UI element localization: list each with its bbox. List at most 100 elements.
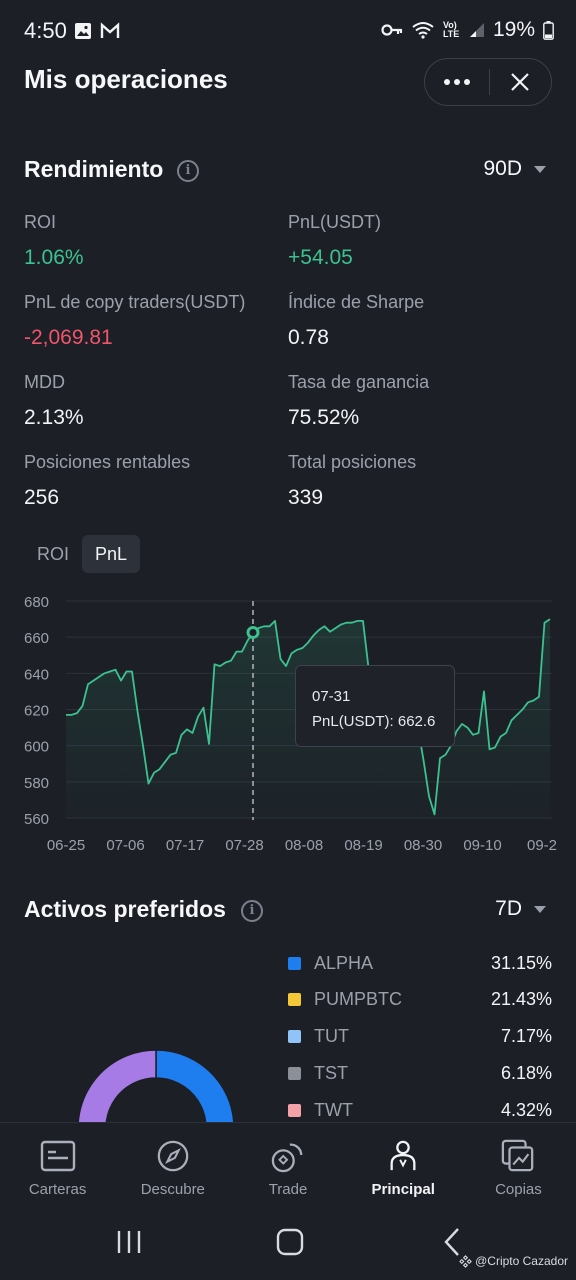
gallery-icon: [75, 23, 91, 39]
watermark-text: @Cripto Cazador: [475, 1254, 568, 1268]
legend-item: ALPHA 31.15%: [288, 948, 552, 978]
legend-percent: 7.17%: [500, 1026, 552, 1047]
legend-percent: 6.18%: [500, 1062, 552, 1083]
y-tick-label: 620: [24, 703, 49, 720]
watermark: @Cripto Cazador: [459, 1254, 568, 1268]
copy-chart-icon: [502, 1139, 534, 1172]
tab-roi[interactable]: ROI: [37, 544, 70, 564]
legend-name: ALPHA: [314, 952, 374, 973]
chevron-down-icon: [534, 165, 546, 173]
period-value: 90D: [483, 157, 522, 180]
x-tick-label: 09-10: [463, 837, 501, 854]
back-icon[interactable]: [443, 1227, 461, 1257]
assets-info-icon[interactable]: i: [241, 900, 263, 922]
wallet-icon: [40, 1140, 75, 1172]
chevron-down-icon: [534, 905, 546, 913]
legend-swatch: [288, 1103, 301, 1117]
nav-trade[interactable]: Trade: [230, 1123, 345, 1216]
more-dots-icon: [443, 79, 470, 85]
signal-icon: [469, 23, 484, 37]
stat-value: 0.78: [288, 326, 329, 349]
nav-label: Descubre: [140, 1181, 205, 1198]
wifi-icon: [412, 22, 434, 39]
person-icon: [390, 1140, 416, 1171]
system-nav-bar: [0, 1216, 576, 1280]
assets-period-select[interactable]: 7D: [495, 897, 546, 921]
highlight-point: [246, 625, 260, 639]
nav-label: Copias: [495, 1181, 542, 1198]
tooltip-date: 07-31: [312, 688, 351, 705]
legend-swatch: [288, 1066, 301, 1080]
legend-swatch: [288, 956, 301, 970]
nav-label: Trade: [268, 1181, 308, 1198]
stat-value: -2,069.81: [24, 326, 113, 349]
donut-slice: [155, 1049, 235, 1122]
pnl-chart[interactable]: 680 660 640 620 600 580 560 06-25 07-06 07-17 07-2…: [0, 585, 576, 865]
nav-principal[interactable]: Principal: [346, 1123, 461, 1216]
donut-slice: [77, 1049, 157, 1122]
nav-carteras[interactable]: Carteras: [0, 1123, 115, 1216]
legend-name: TUT: [314, 1026, 349, 1047]
stat-label: PnL de copy traders(USDT): [24, 292, 246, 312]
legend-swatch: [288, 1030, 301, 1044]
bottom-nav: Carteras Descubre Trade Principal Copias: [0, 1122, 576, 1216]
battery-icon: [543, 20, 554, 40]
home-icon[interactable]: [276, 1228, 304, 1256]
recents-icon[interactable]: [116, 1229, 142, 1255]
more-button[interactable]: [425, 59, 488, 105]
tab-pnl[interactable]: PnL: [82, 535, 141, 573]
x-tick-label: 07-28: [225, 837, 263, 854]
battery-percent: 19%: [492, 18, 535, 41]
stat-label: MDD: [24, 372, 65, 392]
stat-value: +54.05: [288, 246, 353, 269]
stat-value: 75.52%: [288, 406, 360, 429]
nav-copias[interactable]: Copias: [461, 1123, 576, 1216]
x-tick-label: 07-17: [166, 837, 204, 854]
y-tick-label: 600: [24, 739, 49, 756]
x-tick-label: 06-25: [47, 837, 85, 854]
page-title: Mis operaciones: [24, 64, 228, 94]
legend-item: TUT 7.17%: [288, 1022, 552, 1052]
assets-title: Activos preferidos: [24, 896, 226, 922]
chart-tooltip: 07-31 PnL(USDT): 662.6: [295, 665, 455, 747]
y-tick-label: 640: [24, 666, 49, 683]
pill-divider: [489, 69, 490, 95]
status-time: 4:50: [24, 18, 67, 43]
stat-label: Índice de Sharpe: [288, 292, 425, 312]
binance-logo-icon: [459, 1254, 472, 1268]
x-tick-label: 08-08: [285, 837, 323, 854]
gmail-icon: [100, 22, 120, 38]
key-icon: [381, 24, 403, 36]
x-tick-label: 08-30: [404, 837, 442, 854]
y-tick-label: 560: [24, 811, 49, 828]
legend-swatch: [288, 993, 301, 1007]
nav-label: Principal: [371, 1181, 435, 1198]
legend-name: TWT: [314, 1099, 353, 1120]
nav-descubre[interactable]: Descubre: [115, 1123, 230, 1216]
assets-period-value: 7D: [495, 897, 522, 920]
y-tick-label: 660: [24, 630, 49, 647]
close-button[interactable]: [488, 59, 551, 105]
stat-value: 339: [288, 486, 324, 509]
y-tick-label: 580: [24, 775, 49, 792]
performance-title: Rendimiento: [24, 156, 164, 182]
chart-toggle: ROI PnL: [24, 535, 141, 573]
legend-item: TWT 4.32%: [288, 1095, 552, 1125]
legend-item: TST 6.18%: [288, 1058, 552, 1088]
legend-percent: 4.32%: [500, 1099, 552, 1120]
x-tick-label: 07-06: [106, 837, 144, 854]
compass-icon: [157, 1140, 189, 1172]
stat-label: Total posiciones: [288, 452, 417, 472]
x-tick-label: 09-2: [527, 837, 557, 854]
x-tick-label: 08-19: [344, 837, 382, 854]
legend-percent: 21.43%: [490, 989, 552, 1010]
status-bar: 4:50 Vo) LTE 19%: [0, 0, 576, 64]
performance-period-select[interactable]: 90D: [483, 157, 546, 181]
header-actions: [424, 58, 552, 106]
assets-donut-chart: [77, 1049, 235, 1122]
stat-label: ROI: [24, 212, 57, 232]
stat-value: 256: [24, 486, 60, 509]
stat-value: 2.13%: [24, 406, 84, 429]
info-icon[interactable]: i: [177, 160, 199, 182]
y-tick-label: 680: [24, 594, 49, 611]
